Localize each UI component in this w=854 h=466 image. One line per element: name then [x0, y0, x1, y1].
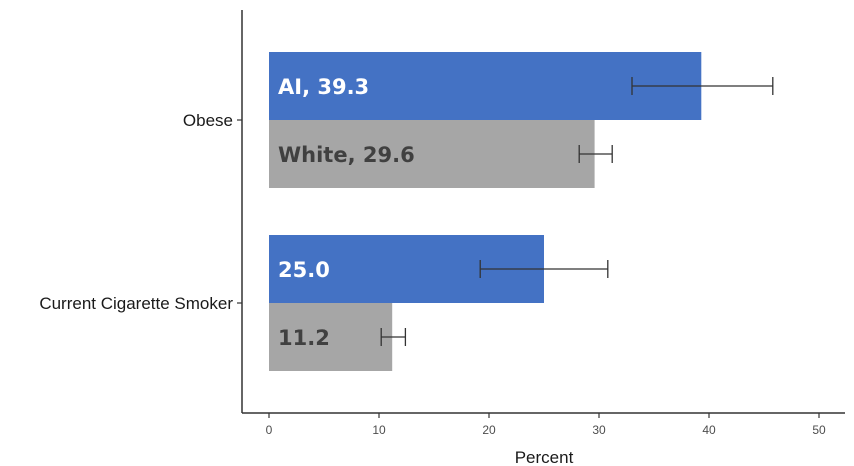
x-tick-label: 10: [372, 423, 386, 437]
data-label: AI, 39.3: [278, 75, 369, 99]
data-label: 25.0: [278, 258, 330, 282]
chart-marks: AI, 39.3 White, 29.6 25.0 11.2: [269, 52, 774, 371]
x-tick-label: 20: [482, 423, 496, 437]
data-label: White, 29.6: [278, 143, 415, 167]
x-axis-title: Percent: [515, 448, 574, 466]
category-label: Current Cigarette Smoker: [39, 294, 233, 313]
x-tick-label: 0: [266, 423, 273, 437]
chart-axes: 0 10 20 30 40 50 Obese Current Cigarette Smoker: [39, 111, 826, 437]
x-tick-label: 50: [812, 423, 826, 437]
x-tick-label: 40: [702, 423, 716, 437]
category-label: Obese: [183, 111, 233, 130]
data-label: 11.2: [278, 326, 330, 350]
bar: [269, 120, 595, 188]
x-tick-label: 30: [592, 423, 606, 437]
bar: [269, 52, 702, 120]
bar: [269, 303, 393, 371]
